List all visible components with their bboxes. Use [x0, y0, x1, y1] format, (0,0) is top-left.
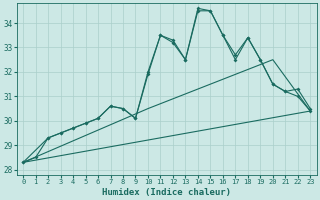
X-axis label: Humidex (Indice chaleur): Humidex (Indice chaleur) — [102, 188, 231, 197]
